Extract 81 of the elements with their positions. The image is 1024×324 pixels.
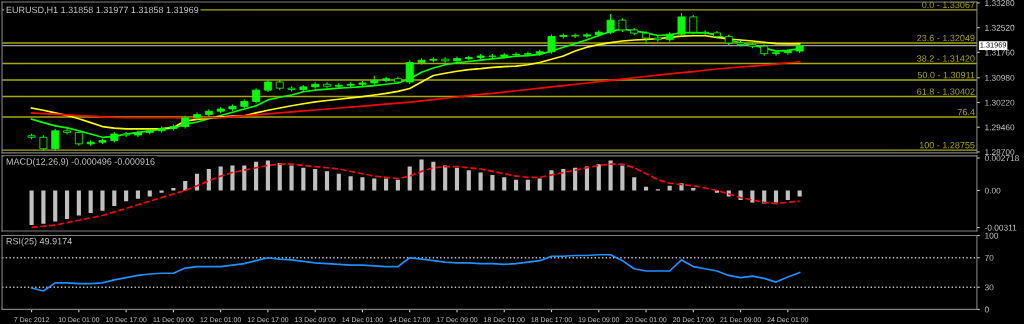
annotation: 38.2 - 1.31420 bbox=[917, 55, 975, 62]
line-series bbox=[30, 253, 801, 292]
bar bbox=[265, 160, 270, 191]
bar bbox=[384, 178, 389, 191]
bar bbox=[549, 170, 554, 191]
y-tick-label: -0.00311 bbox=[984, 224, 1017, 231]
bar bbox=[135, 190, 140, 199]
y-tick-label: 1.32520 bbox=[985, 24, 1015, 31]
candlestick bbox=[547, 33, 556, 55]
bar bbox=[750, 190, 755, 203]
annotation: 0.0 - 1.33067 bbox=[922, 1, 975, 9]
y-tick-label: 70 bbox=[984, 254, 994, 261]
bar bbox=[301, 167, 306, 191]
y-tick-label: 1.28700 bbox=[985, 149, 1015, 156]
bar bbox=[596, 164, 601, 191]
bar bbox=[112, 190, 117, 206]
bar bbox=[395, 179, 400, 191]
annotation: 76.4 bbox=[957, 108, 975, 116]
bar bbox=[513, 179, 519, 191]
bar bbox=[525, 179, 530, 191]
chart-title: MACD(12,26,9) -0.000496 -0.000916 bbox=[6, 158, 155, 167]
y-tick-label: 1.30980 bbox=[985, 74, 1015, 81]
y-tick-label: 30 bbox=[984, 284, 994, 291]
bar bbox=[490, 174, 495, 191]
bar bbox=[620, 165, 625, 191]
bar bbox=[561, 168, 566, 191]
annotation: 61.8 - 1.30402 bbox=[917, 88, 975, 95]
bar bbox=[64, 190, 70, 220]
bar bbox=[313, 168, 318, 191]
bar bbox=[419, 159, 424, 191]
bar bbox=[443, 165, 448, 191]
bar bbox=[360, 177, 365, 191]
bar bbox=[29, 190, 34, 226]
y-tick-label: 1.30220 bbox=[985, 99, 1015, 106]
bar bbox=[336, 173, 341, 191]
y-tick-label: 0.00 bbox=[984, 187, 1001, 194]
bar bbox=[289, 165, 294, 191]
bar bbox=[372, 178, 377, 191]
candlestick bbox=[51, 128, 60, 152]
chart-title: EURUSD,H1 1.31858 1.31977 1.31858 1.31969 bbox=[6, 6, 199, 15]
bar bbox=[124, 190, 129, 202]
bar bbox=[431, 161, 436, 191]
bar bbox=[348, 176, 353, 191]
y-tick-label: 1.33280 bbox=[985, 0, 1015, 7]
bar bbox=[277, 163, 282, 191]
y-tick-label: 100 bbox=[985, 232, 999, 239]
bar bbox=[159, 190, 164, 193]
candlestick bbox=[653, 35, 662, 43]
bar bbox=[454, 167, 460, 191]
bar bbox=[53, 190, 58, 222]
y-tick-label: 0 bbox=[984, 306, 989, 313]
annotation: 100 - 1.28755 bbox=[919, 141, 975, 149]
bar bbox=[478, 172, 483, 191]
chart-title: RSI(25) 49.9174 bbox=[6, 237, 72, 247]
bar bbox=[206, 168, 211, 191]
bar bbox=[76, 190, 81, 216]
bar bbox=[41, 190, 46, 224]
bar bbox=[324, 171, 330, 191]
annotation: 50.0 - 1.30911 bbox=[917, 71, 975, 79]
y-tick-label: 0.002718 bbox=[984, 155, 1019, 162]
bar bbox=[466, 170, 471, 191]
y-tick-label: 1.31760 bbox=[985, 49, 1015, 56]
bar bbox=[537, 178, 542, 191]
bar bbox=[100, 190, 105, 211]
bar bbox=[88, 190, 93, 214]
bar bbox=[679, 183, 684, 191]
bar bbox=[632, 177, 637, 191]
bar bbox=[773, 190, 779, 203]
annotation: 23.6 - 1.32049 bbox=[917, 34, 975, 42]
y-tick-label: 1.29460 bbox=[985, 124, 1015, 131]
line-series bbox=[30, 60, 801, 119]
bar bbox=[230, 165, 235, 191]
bar bbox=[785, 190, 790, 200]
candlestick bbox=[772, 50, 780, 57]
candlestick bbox=[512, 51, 521, 58]
bar bbox=[797, 190, 802, 197]
candlestick bbox=[405, 59, 414, 85]
bar bbox=[502, 177, 507, 191]
bar bbox=[147, 190, 152, 197]
bar bbox=[762, 190, 767, 204]
bar bbox=[242, 165, 247, 191]
